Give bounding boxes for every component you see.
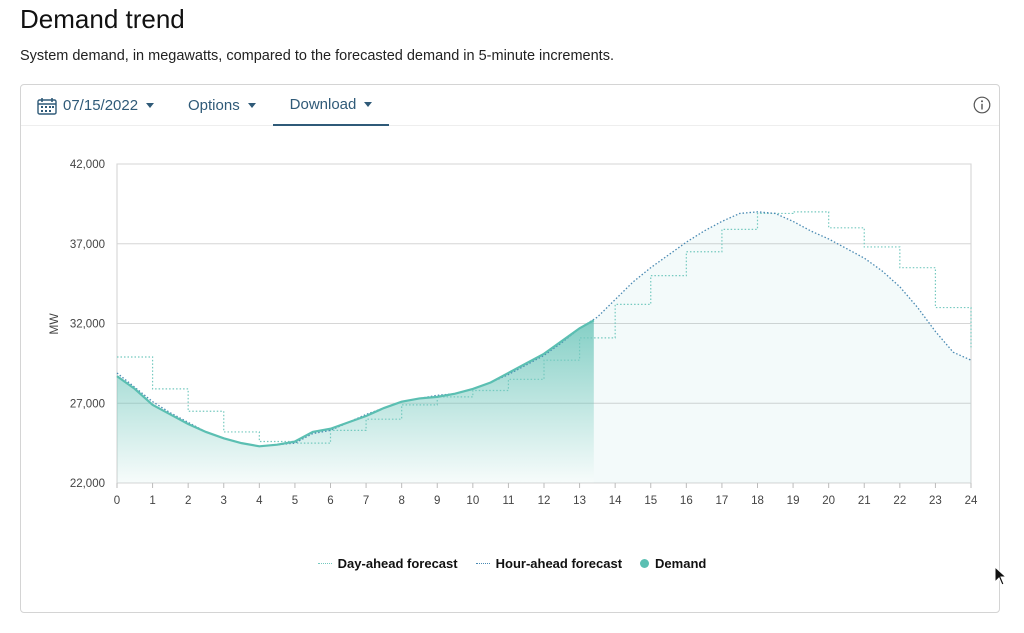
chart-card: 07/15/2022 Options Download — [20, 84, 1000, 613]
legend-label-demand: Demand — [655, 556, 707, 571]
x-tick-label: 0 — [114, 495, 120, 507]
x-tick-label: 4 — [256, 495, 263, 507]
x-tick-label: 19 — [787, 495, 800, 507]
x-tick-label: 14 — [609, 495, 622, 507]
page-title: Demand trend — [20, 4, 185, 34]
hour-ahead-forecast-line — [116, 211, 972, 447]
legend-item-day-ahead[interactable]: Day-ahead forecast — [317, 556, 458, 571]
day-ahead-swatch — [317, 563, 332, 564]
forecast-area — [593, 211, 971, 483]
legend-label-hour-ahead: Hour-ahead forecast — [495, 556, 623, 571]
day-ahead-forecast-line — [117, 211, 972, 444]
x-tick-label: 7 — [363, 495, 369, 507]
x-tick-label: 20 — [822, 495, 835, 507]
hour-ahead-swatch — [475, 563, 490, 564]
legend-item-demand[interactable]: Demand — [640, 556, 706, 571]
info-icon[interactable] — [973, 96, 991, 114]
x-tick-label: 12 — [538, 495, 551, 507]
demand-swatch — [640, 559, 650, 568]
x-tick-label: 15 — [644, 495, 657, 507]
y-tick-label: 42,000 — [70, 159, 105, 171]
mouse-pointer-icon — [994, 566, 1008, 586]
options-dropdown[interactable]: Options — [188, 85, 256, 126]
chart-legend: Day-ahead forecast Hour-ahead forecast D… — [0, 556, 1024, 571]
y-tick-label: 32,000 — [70, 319, 105, 331]
y-axis-label: MW — [47, 313, 61, 335]
chart-toolbar: 07/15/2022 Options Download — [21, 85, 999, 126]
y-tick-label: 37,000 — [70, 239, 105, 251]
legend-item-hour-ahead[interactable]: Hour-ahead forecast — [475, 556, 623, 571]
x-tick-label: 21 — [858, 495, 871, 507]
x-tick-label: 2 — [185, 495, 191, 507]
x-tick-label: 18 — [751, 495, 764, 507]
x-tick-label: 9 — [434, 495, 440, 507]
x-tick-label: 1 — [149, 495, 155, 507]
x-tick-label: 24 — [965, 495, 978, 507]
x-tick-label: 16 — [680, 495, 693, 507]
demand-line — [116, 319, 595, 448]
legend-label-day-ahead: Day-ahead forecast — [337, 556, 458, 571]
x-tick-label: 3 — [221, 495, 227, 507]
page-subtitle: System demand, in megawatts, compared to… — [20, 48, 614, 64]
x-tick-label: 6 — [327, 495, 333, 507]
chevron-down-icon — [146, 103, 155, 108]
y-tick-label: 27,000 — [70, 398, 105, 410]
x-tick-label: 13 — [573, 495, 586, 507]
x-tick-label: 22 — [893, 495, 906, 507]
download-dropdown[interactable]: Download — [273, 85, 389, 126]
options-label: Options — [188, 97, 240, 114]
date-picker-button[interactable]: 07/15/2022 — [37, 85, 155, 126]
chevron-down-icon — [247, 103, 256, 108]
x-tick-label: 5 — [292, 495, 298, 507]
x-tick-label: 23 — [929, 495, 942, 507]
chevron-down-icon — [364, 102, 373, 107]
calendar-icon — [37, 97, 57, 115]
download-label: Download — [289, 96, 357, 113]
date-label: 07/15/2022 — [63, 97, 139, 114]
x-tick-label: 8 — [398, 495, 404, 507]
y-tick-label: 22,000 — [70, 478, 105, 490]
x-tick-label: 17 — [716, 495, 729, 507]
x-tick-label: 11 — [502, 495, 514, 507]
x-tick-label: 10 — [466, 495, 479, 507]
